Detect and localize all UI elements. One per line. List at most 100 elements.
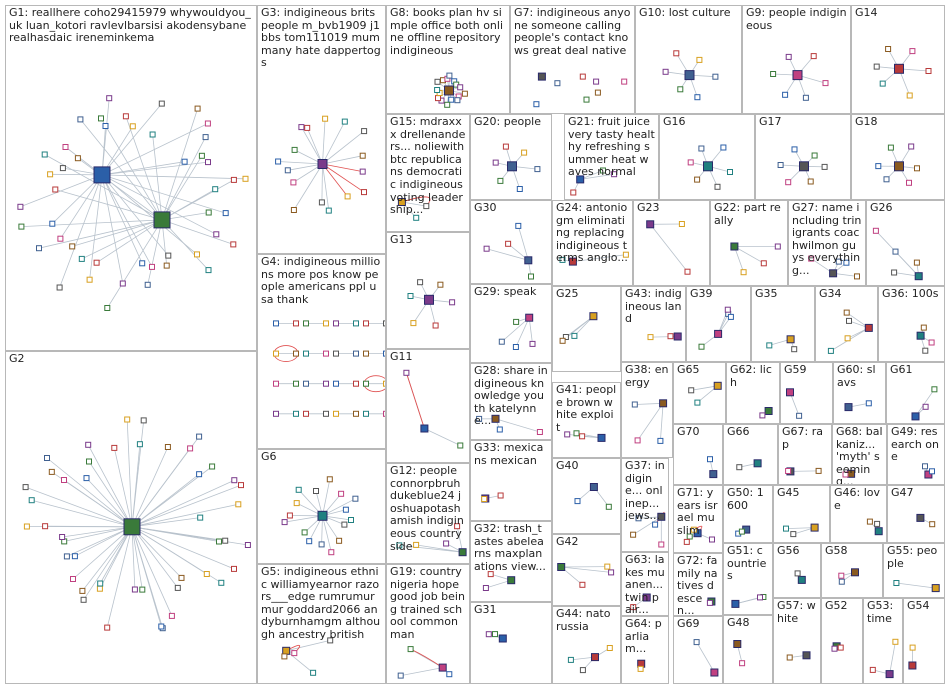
group-g10: G10: lost culture [635,5,742,114]
group-label: G62: lich [730,363,772,389]
node [786,335,795,344]
node [516,186,523,192]
group-label: G20: people [474,115,542,128]
group-graph [275,115,368,214]
node [630,604,637,611]
node [424,294,434,305]
group-graph [777,146,828,186]
node [885,46,892,52]
edge [72,526,133,580]
node [791,146,798,153]
node [802,651,811,660]
edge [322,118,326,165]
edge [322,163,363,172]
node [576,175,585,184]
edge [131,484,242,528]
group-label: G11 [390,350,413,363]
group-label: G57: white [777,599,816,625]
edge [405,372,425,429]
node [86,276,93,283]
node [327,637,334,644]
node [482,585,489,591]
node [791,346,798,353]
edge [561,566,612,573]
edge [399,545,463,553]
group-g42: G42 [552,534,621,606]
node [304,124,311,131]
node [844,335,851,342]
group-label: G40 [556,459,579,472]
node [62,144,69,150]
node [698,145,705,152]
group-g28: G28: share indigineous knowledge youth k… [470,363,552,440]
node [604,563,611,570]
edge [790,470,819,472]
node [838,572,845,579]
node [168,612,175,619]
node [129,123,136,130]
node [810,53,817,60]
node [205,209,212,216]
node [498,338,505,345]
node [929,468,935,475]
group-g15: G15: mdraxxx drellenanders... noliewithb… [386,114,470,232]
node [149,263,155,270]
group-graph [559,251,629,266]
edge [81,219,163,260]
edge [322,163,365,193]
node [333,410,339,417]
edge [131,420,145,527]
edge [894,272,919,277]
node [396,542,403,549]
node [931,584,940,593]
group-g43: G43: indigineous land [621,286,686,362]
group-label: G18 [855,115,878,128]
group-label: G5: indigineous ethnic williamyearnor ra… [261,565,381,641]
edge [293,163,323,211]
group-graph [273,320,385,417]
node [74,155,81,162]
node [303,410,309,417]
node [461,90,468,97]
node [209,463,216,470]
node [23,523,30,530]
group-graph [17,95,249,311]
node [924,470,933,479]
node [36,245,42,252]
group-g39: G39 [686,286,751,362]
group-graph [693,639,719,677]
node [44,455,50,461]
node [571,332,578,339]
node [827,347,834,354]
node [448,96,455,103]
node [97,580,104,587]
group-g41: G41: people brown white exploit [552,382,621,458]
node [667,333,674,340]
node [842,471,849,478]
group-label: G35 [755,287,778,300]
group-label: G64: parliam... [625,617,662,656]
node [432,322,439,329]
group-label: G36: 100s [882,287,939,300]
group-g66: G66 [723,424,778,485]
node [537,72,546,81]
group-label: G37: indigine... onlinep... jews... [625,459,665,523]
node [589,483,598,491]
node [194,251,200,258]
node [49,220,56,227]
node [709,470,718,479]
edge [322,515,332,553]
group-graph [698,306,734,350]
node [922,463,928,470]
group-g3: G3: indigineous brits people m_bvb1909 j… [257,5,386,254]
node [238,482,244,489]
node [785,53,792,60]
group-graph [831,642,844,652]
group-graph [662,50,719,101]
node [149,131,156,138]
node [911,412,920,421]
group-label: G17 [759,115,782,128]
node [914,165,920,172]
group-graph [838,568,859,585]
node [282,646,291,655]
